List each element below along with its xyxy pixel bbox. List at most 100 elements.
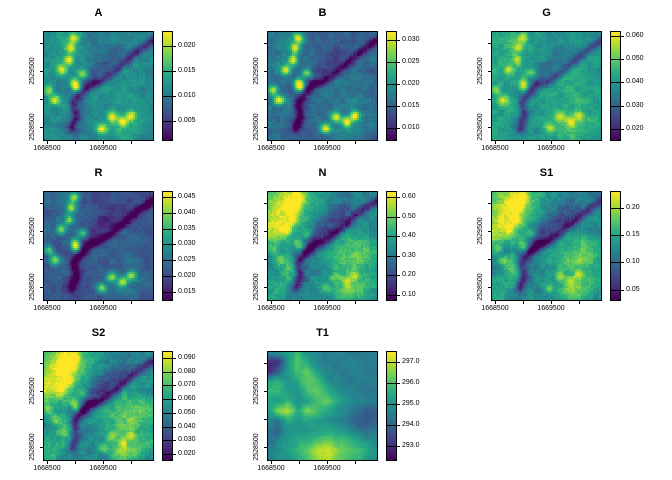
y-axis-tick [40,391,43,392]
y-axis-tick-label-text: 2528500 [253,273,260,301]
panel-title: S1 [539,167,554,179]
y-axis-tick [264,419,267,420]
y-axis-tick-label-text: 2529500 [29,217,36,245]
plot-frame [267,191,378,301]
y-axis-tick-label-text: 2528500 [477,273,484,301]
colorbar-tick-stub [397,295,400,296]
colorbar-tick-label: 0.10 [626,258,640,265]
colorbar-tick-label: 0.030 [178,436,196,443]
y-axis-tick [40,203,43,204]
y-axis-tick [488,259,491,260]
colorbar-tick-stub [397,236,400,237]
colorbar-tick-stub [173,413,176,414]
y-axis-tick [40,127,43,128]
colorbar-tick-line [163,427,172,428]
colorbar-tick-line [387,295,396,296]
raster-map-R [44,192,153,300]
x-axis-tick [131,301,132,304]
colorbar-tick-line [387,128,396,129]
x-axis-tick-label: 1668500 [257,305,285,312]
y-axis-tick-label-text: 2528500 [253,113,260,141]
y-axis-tick [488,43,491,44]
x-axis-tick [47,141,48,144]
x-axis-tick [327,461,328,464]
colorbar-tick-stub [173,197,176,198]
colorbar-tick-stub [173,454,176,455]
colorbar-tick-label: 294.0 [402,421,420,428]
colorbar-tick-line [387,404,396,405]
colorbar-tick-label: 0.050 [626,55,644,62]
colorbar-tick-label: 0.15 [626,231,640,238]
x-axis-tick [75,461,76,464]
y-axis-tick [488,127,491,128]
y-axis-tick [264,203,267,204]
colorbar-tick-stub [621,36,624,37]
colorbar-tick-stub [173,292,176,293]
y-axis-tick [40,43,43,44]
colorbar-tick-label: 0.060 [178,395,196,402]
panel-R: R 1668500 1669500 2529500 2528500 0.015 0.020 0… [0,160,224,320]
colorbar-A [162,31,173,141]
colorbar-tick-line [387,362,396,363]
colorbar-tick-line [611,290,620,291]
y-axis-tick [40,231,43,232]
colorbar-tick-stub [621,262,624,263]
y-axis-tick [264,391,267,392]
colorbar-tick-line [163,71,172,72]
colorbar-tick-stub [397,256,400,257]
x-axis-tick [355,141,356,144]
y-axis-tick-label-text: 2529500 [477,57,484,85]
colorbar-tick-line [611,59,620,60]
colorbar-tick-stub [397,362,400,363]
colorbar-tick-stub [621,59,624,60]
colorbar-tick-stub [397,404,400,405]
x-axis-tick [495,301,496,304]
colorbar-tick-label: 0.030 [402,36,420,43]
y-axis-tick-label-text: 2529500 [29,57,36,85]
x-axis-tick [75,301,76,304]
x-axis-tick [327,141,328,144]
colorbar-tick-label: 0.020 [402,80,420,87]
y-axis-tick [264,259,267,260]
colorbar-tick-line [387,62,396,63]
colorbar-tick-label: 0.050 [178,409,196,416]
x-axis-tick-label: 1669500 [313,145,341,152]
colorbar-tick-line [611,235,620,236]
colorbar-tick-line [163,454,172,455]
colorbar-tick-line [163,46,172,47]
x-axis-tick-label: 1669500 [313,305,341,312]
y-axis-tick-label-text: 2529500 [253,377,260,405]
colorbar-tick-stub [173,121,176,122]
plot-frame [43,351,154,461]
y-axis-tick-label-text: 2528500 [29,273,36,301]
colorbar-tick-line [163,385,172,386]
x-axis-tick-label: 1669500 [537,305,565,312]
colorbar-tick-label: 0.040 [626,78,644,85]
colorbar-tick-line [387,425,396,426]
y-axis-tick-label-text: 2529500 [253,217,260,245]
colorbar-tick-stub [173,46,176,47]
panel-S2: S2 1668500 1669500 2529500 2528500 0.020 0.030… [0,320,224,480]
colorbar-tick-label: 0.020 [626,125,644,132]
colorbar-tick-line [387,446,396,447]
colorbar-G [610,31,621,141]
x-axis-tick-label: 1668500 [33,465,61,472]
x-axis-tick [523,141,524,144]
x-axis-tick [103,461,104,464]
colorbar-tick-stub [397,197,400,198]
x-axis-tick [523,301,524,304]
panel-N: N 1668500 1669500 2529500 2528500 0.10 0.20 0.3… [224,160,448,320]
colorbar-tick-label: 0.50 [402,213,416,220]
colorbar-tick-stub [621,235,624,236]
colorbar-tick-line [163,358,172,359]
colorbar-tick-label: 0.005 [178,117,196,124]
colorbar-tick-stub [173,213,176,214]
colorbar-tick-label: 0.20 [626,204,640,211]
plot-frame [267,31,378,141]
colorbar-tick-stub [621,106,624,107]
y-axis-tick [264,99,267,100]
colorbar-tick-label: 0.010 [402,124,420,131]
panel-S1: S1 1668500 1669500 2529500 2528500 0.05 0.10 0.… [448,160,672,320]
colorbar-tick-stub [173,96,176,97]
